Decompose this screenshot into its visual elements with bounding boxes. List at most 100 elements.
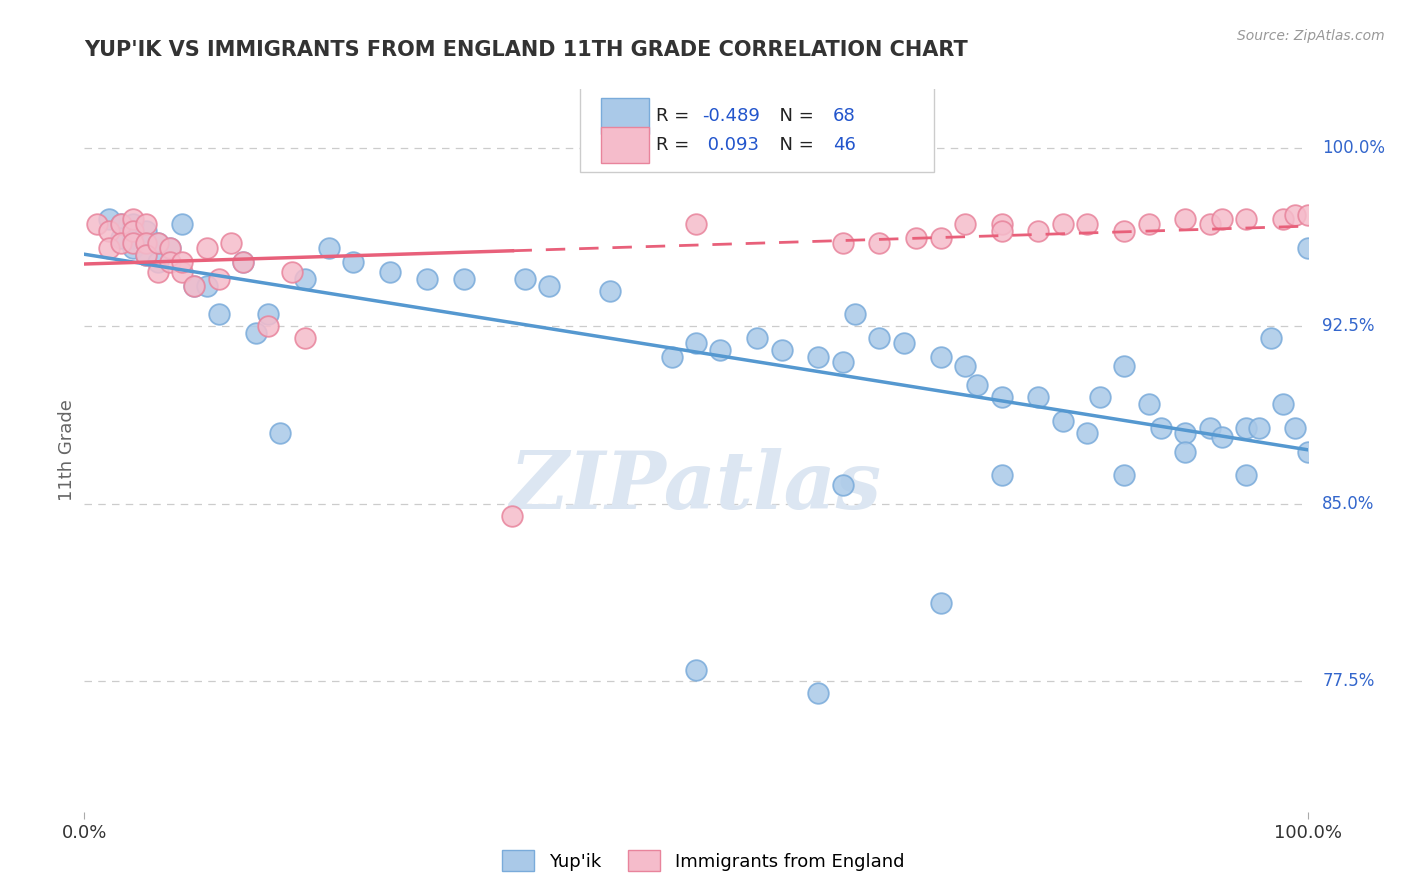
Point xyxy=(257,307,280,321)
Point xyxy=(1236,468,1258,483)
Point xyxy=(599,284,621,298)
Point xyxy=(135,248,157,262)
Point xyxy=(502,508,524,523)
Point xyxy=(869,236,891,251)
Point xyxy=(97,241,120,255)
Point xyxy=(844,307,866,321)
Point xyxy=(97,224,120,238)
Point xyxy=(208,271,231,285)
Point xyxy=(966,378,988,392)
Point xyxy=(146,236,169,251)
Point xyxy=(232,255,254,269)
Point xyxy=(159,255,181,269)
Point xyxy=(513,271,536,285)
Point xyxy=(110,236,132,251)
Point xyxy=(1052,414,1074,428)
Point xyxy=(122,236,145,251)
Point xyxy=(893,335,915,350)
Text: N =: N = xyxy=(768,107,820,125)
Point xyxy=(110,231,132,245)
Point xyxy=(991,217,1014,231)
Point xyxy=(86,217,108,231)
Text: 46: 46 xyxy=(832,136,856,153)
Point xyxy=(1137,217,1160,231)
Point xyxy=(110,217,132,231)
Point xyxy=(294,271,316,285)
Point xyxy=(135,248,157,262)
Text: -0.489: -0.489 xyxy=(702,107,761,125)
Point xyxy=(1052,217,1074,231)
Point xyxy=(122,212,145,227)
Point xyxy=(1150,421,1173,435)
Point xyxy=(294,331,316,345)
Text: 85.0%: 85.0% xyxy=(1322,495,1375,513)
Point xyxy=(380,264,402,278)
Point xyxy=(1174,425,1197,440)
Point xyxy=(195,241,218,255)
Point xyxy=(991,224,1014,238)
Point xyxy=(1272,397,1295,411)
Text: R =: R = xyxy=(655,107,695,125)
Point xyxy=(172,264,194,278)
Point xyxy=(195,278,218,293)
Point xyxy=(172,217,194,231)
Point xyxy=(1088,390,1111,404)
Point xyxy=(1076,425,1098,440)
Point xyxy=(453,271,475,285)
Point xyxy=(1174,212,1197,227)
Point xyxy=(991,468,1014,483)
Point xyxy=(1284,208,1306,222)
Point xyxy=(1076,217,1098,231)
Point xyxy=(318,241,340,255)
Text: 100.0%: 100.0% xyxy=(1322,139,1385,157)
Point xyxy=(869,331,891,345)
Point xyxy=(953,359,976,374)
FancyBboxPatch shape xyxy=(600,127,650,163)
Point xyxy=(122,217,145,231)
Point xyxy=(685,335,707,350)
Text: Source: ZipAtlas.com: Source: ZipAtlas.com xyxy=(1237,29,1385,43)
Point xyxy=(245,326,267,341)
Point xyxy=(1114,224,1136,238)
Text: R =: R = xyxy=(655,136,695,153)
Point xyxy=(1028,390,1050,404)
Point xyxy=(269,425,291,440)
Point xyxy=(342,255,364,269)
Point xyxy=(929,231,952,245)
Legend: Yup'ik, Immigrants from England: Yup'ik, Immigrants from England xyxy=(495,843,911,879)
Point xyxy=(1236,212,1258,227)
Point xyxy=(831,236,853,251)
Point xyxy=(110,217,132,231)
Point xyxy=(1260,331,1282,345)
Point xyxy=(1296,241,1319,255)
Point xyxy=(159,241,181,255)
Point xyxy=(1028,224,1050,238)
Point xyxy=(1236,421,1258,435)
Point xyxy=(146,264,169,278)
Point xyxy=(807,686,830,700)
Text: 68: 68 xyxy=(832,107,856,125)
Point xyxy=(1198,421,1220,435)
Point xyxy=(1296,444,1319,458)
Point xyxy=(1211,430,1233,444)
Point xyxy=(747,331,769,345)
Point xyxy=(208,307,231,321)
Point xyxy=(1174,444,1197,458)
Point xyxy=(991,390,1014,404)
Point xyxy=(146,236,169,251)
Point xyxy=(416,271,439,285)
Point xyxy=(172,255,194,269)
Point xyxy=(281,264,304,278)
Text: YUP'IK VS IMMIGRANTS FROM ENGLAND 11TH GRADE CORRELATION CHART: YUP'IK VS IMMIGRANTS FROM ENGLAND 11TH G… xyxy=(84,40,969,61)
Point xyxy=(135,224,157,238)
Point xyxy=(929,596,952,610)
Point xyxy=(929,350,952,364)
Point xyxy=(1272,212,1295,227)
Point xyxy=(807,350,830,364)
Point xyxy=(122,224,145,238)
Point xyxy=(159,241,181,255)
Point xyxy=(1198,217,1220,231)
Point xyxy=(1137,397,1160,411)
Point xyxy=(135,236,157,251)
Point xyxy=(1296,208,1319,222)
